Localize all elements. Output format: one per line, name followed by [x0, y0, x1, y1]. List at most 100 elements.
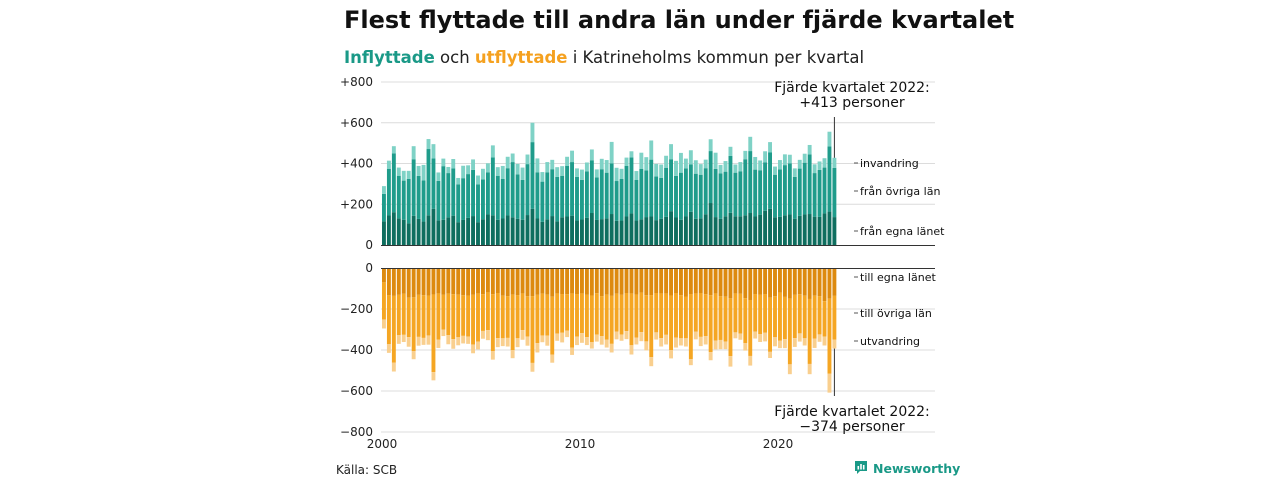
bar-outflow-own [495, 268, 500, 294]
bar-inflow-own [827, 211, 832, 245]
bar-inflow-immig [634, 171, 639, 181]
bar-inflow-other [401, 180, 406, 220]
bar-outflow-other [614, 293, 619, 332]
bar-inflow-immig [827, 131, 832, 147]
bar-outflow-emig [431, 372, 436, 381]
bar-inflow-own [589, 213, 594, 245]
bar-outflow-emig [733, 332, 738, 339]
bar-inflow-other [708, 151, 713, 204]
bar-inflow-immig [753, 156, 758, 170]
bar-inflow-immig [565, 156, 570, 166]
bar-inflow-own [768, 208, 772, 245]
bar-inflow-own [629, 213, 634, 245]
bar-inflow-immig [406, 170, 411, 179]
bar-inflow-own [654, 220, 659, 245]
bar-outflow-other [792, 294, 797, 339]
bar-outflow-other [411, 297, 416, 352]
bar-outflow-emig [490, 351, 495, 360]
bar-inflow-own [426, 215, 431, 245]
bar-outflow-own [545, 268, 550, 295]
bar-inflow-other [728, 155, 733, 213]
bar-inflow-immig [431, 144, 436, 159]
bar-outflow-other [693, 293, 698, 332]
bar-inflow-own [822, 213, 827, 245]
bar-outflow-other [565, 294, 570, 331]
bar-inflow-own [619, 220, 624, 245]
bar-inflow-other [664, 167, 669, 217]
bar-inflow-other [768, 152, 772, 209]
bar-outflow-emig [471, 344, 475, 354]
bar-outflow-own [738, 268, 743, 294]
annotation-bottom-line2: −374 personer [799, 419, 905, 435]
bar-inflow-other [698, 174, 703, 219]
bar-outflow-own [782, 268, 787, 297]
bar-outflow-own [693, 268, 698, 294]
bar-inflow-other [604, 172, 609, 219]
bar-inflow-immig [644, 157, 649, 171]
bar-inflow-immig [723, 161, 728, 172]
bar-outflow-emig [614, 331, 619, 340]
bar-outflow-emig [639, 332, 644, 342]
bar-outflow-own [575, 268, 579, 295]
bar-outflow-own [649, 268, 654, 296]
bar-inflow-own [391, 212, 396, 245]
bar-inflow-own [797, 215, 802, 245]
bar-inflow-immig [748, 136, 753, 152]
bar-outflow-other [451, 294, 456, 340]
bar-inflow-other [426, 149, 431, 216]
bar-inflow-own [530, 208, 535, 245]
bar-inflow-other [446, 173, 451, 218]
bar-outflow-other [461, 295, 466, 336]
bar-inflow-own [555, 221, 560, 245]
brand[interactable]: Newsworthy [854, 460, 960, 476]
bar-inflow-own [401, 219, 406, 245]
bar-inflow-immig [575, 168, 579, 177]
bar-inflow-immig [560, 166, 565, 176]
bar-inflow-other [624, 165, 629, 217]
bar-outflow-own [461, 268, 466, 296]
bar-outflow-own [832, 268, 837, 296]
bar-inflow-immig [609, 141, 614, 164]
bar-inflow-other [659, 177, 664, 219]
bar-inflow-immig [659, 164, 664, 178]
bar-inflow-other [570, 162, 574, 216]
bar-inflow-immig [698, 164, 703, 175]
bar-inflow-own [778, 216, 782, 245]
bar-outflow-other [441, 294, 446, 330]
bar-outflow-emig [659, 338, 664, 347]
bar-inflow-own [500, 218, 505, 245]
bar-outflow-other [787, 298, 792, 365]
bar-inflow-other [396, 175, 401, 219]
bar-inflow-immig [580, 169, 584, 180]
bar-outflow-other [812, 295, 817, 339]
bar-outflow-own [768, 268, 772, 298]
bar-inflow-other [594, 177, 599, 220]
bar-inflow-immig [679, 152, 683, 173]
bar-inflow-other [436, 180, 441, 221]
bar-inflow-other [406, 178, 411, 224]
bar-outflow-emig [505, 337, 510, 347]
bar-outflow-own [505, 268, 510, 297]
bar-inflow-other [535, 172, 540, 219]
subtitle-outflow: utflyttade [474, 48, 568, 67]
bar-inflow-immig [787, 154, 792, 164]
bar-inflow-own [421, 221, 426, 245]
bar-inflow-own [718, 218, 723, 245]
bar-inflow-own [758, 214, 763, 245]
bar-outflow-emig [664, 334, 669, 345]
bar-inflow-own [609, 214, 614, 245]
bar-outflow-other [490, 294, 495, 352]
bar-inflow-immig [654, 163, 659, 177]
bar-inflow-immig [688, 150, 693, 165]
bar-outflow-emig [441, 329, 446, 337]
bar-outflow-own [619, 268, 624, 295]
bar-outflow-emig [396, 335, 401, 344]
bar-outflow-other [599, 296, 604, 337]
bar-inflow-immig [683, 158, 688, 169]
bar-outflow-own [778, 268, 782, 293]
bar-outflow-other [391, 295, 396, 363]
bar-inflow-other [466, 174, 471, 218]
bar-inflow-immig [817, 161, 822, 170]
bar-outflow-emig [481, 330, 485, 339]
